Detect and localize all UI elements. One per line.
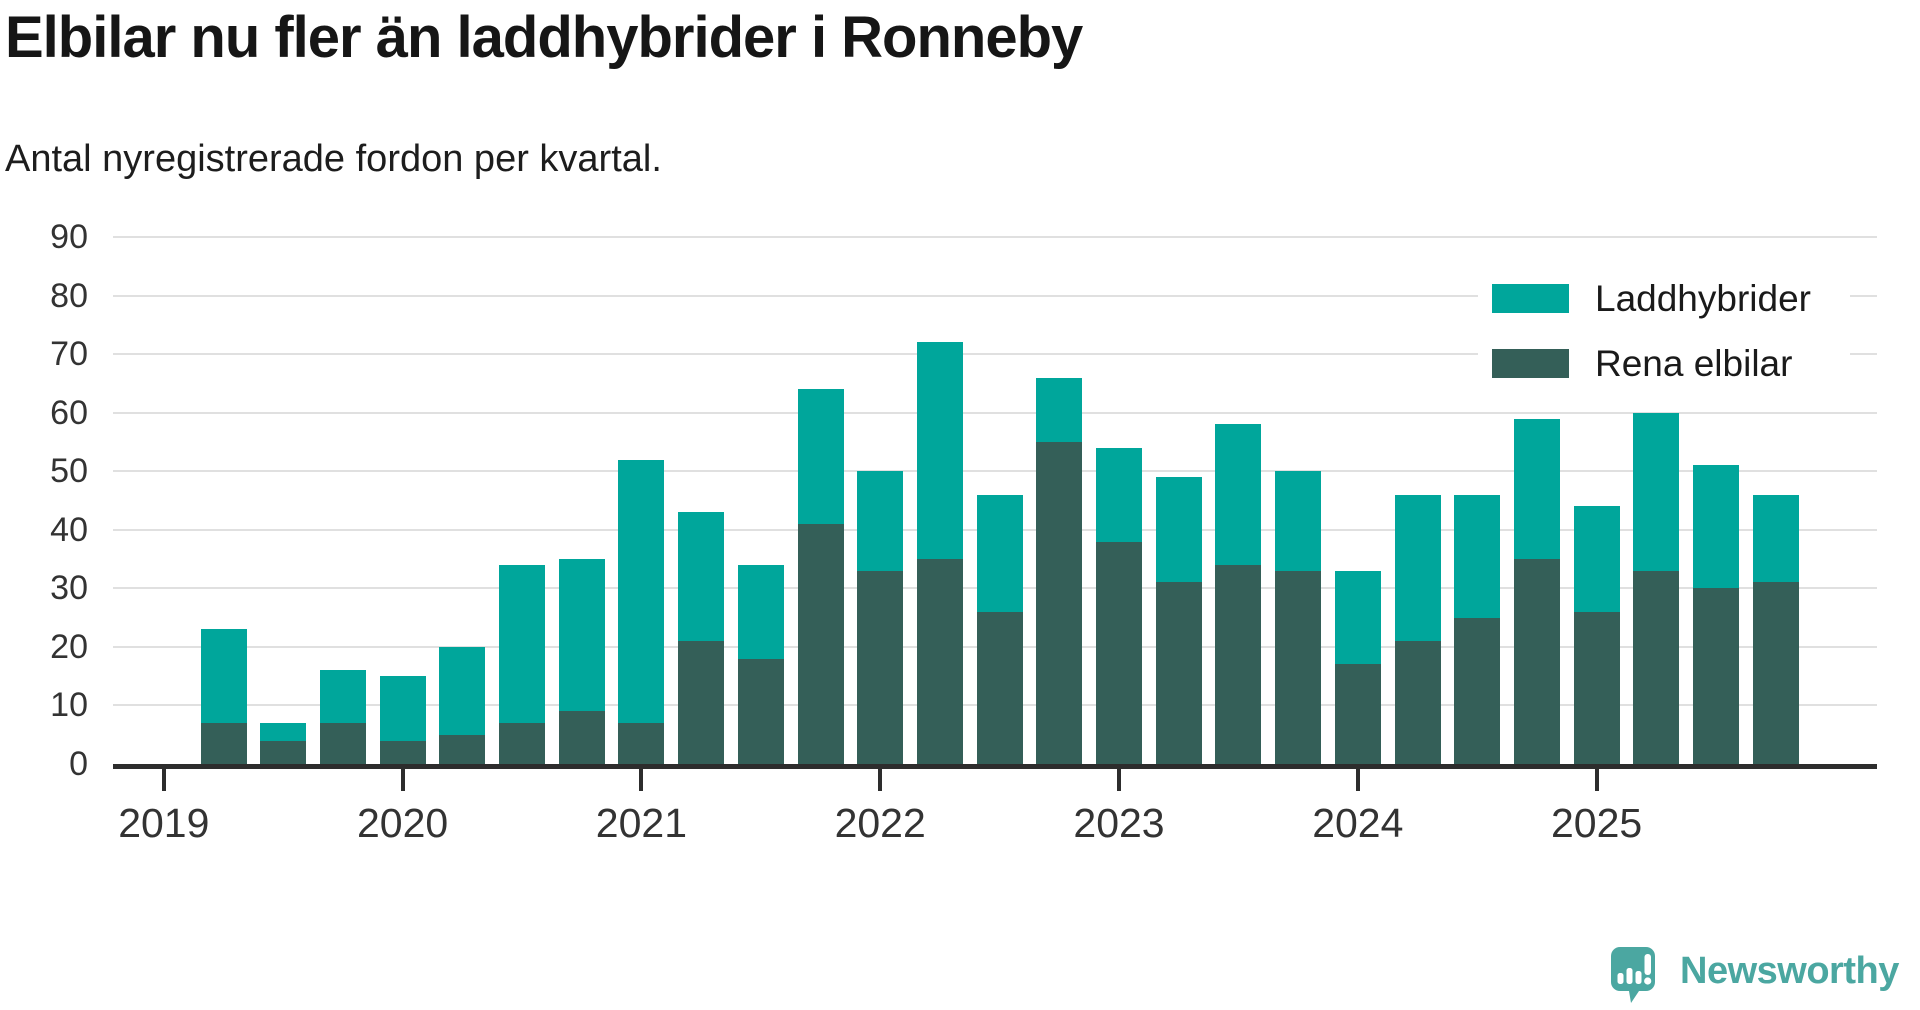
x-axis-tick-2021 [639, 769, 644, 791]
gridline-y-50 [113, 470, 1877, 473]
gridline-y-60 [113, 411, 1877, 414]
bar-segment-laddhybrider-2020-Q4 [558, 559, 605, 712]
gridline-y-70 [113, 353, 1877, 356]
y-axis: 0 10 20 30 40 50 60 70 80 90 [0, 0, 88, 1010]
bar-segment-rena-elbilar-2021-Q4 [797, 523, 844, 764]
bar-segment-rena-elbilar-2025-Q1 [1573, 611, 1620, 764]
x-axis-year-label: 2022 [834, 800, 926, 846]
y-axis-tick-label: 90 [50, 218, 88, 256]
bar-segment-rena-elbilar-2021-Q3 [737, 658, 784, 764]
bar-segment-laddhybrider-2019-Q4 [319, 670, 366, 724]
chart-title: Elbilar nu fler än laddhybrider i Ronneb… [5, 5, 1083, 70]
bar-segment-laddhybrider-2023-Q4 [1275, 471, 1322, 571]
legend-swatch-rena-elbilar [1492, 349, 1569, 378]
bar-segment-laddhybrider-2020-Q3 [499, 564, 545, 724]
bar-segment-rena-elbilar-2023-Q1 [1096, 541, 1142, 764]
y-axis-tick-label: 70 [50, 335, 88, 374]
bar-segment-rena-elbilar-2022-Q1 [857, 570, 904, 764]
bar-segment-rena-elbilar-2024-Q3 [1454, 617, 1501, 764]
x-axis-year-label: 2021 [595, 800, 687, 846]
bar-segment-rena-elbilar-2025-Q4 [1752, 582, 1799, 764]
x-axis-year-label: 2020 [356, 800, 449, 846]
plot-area [113, 236, 1877, 764]
x-axis-tick-2019 [161, 769, 166, 791]
x-axis-tick-2022 [878, 769, 883, 791]
legend: Laddhybrider Rena elbilar [1478, 266, 1850, 396]
bar-segment-laddhybrider-2021-Q1 [618, 459, 665, 724]
bar-segment-rena-elbilar-2022-Q2 [916, 559, 963, 764]
newsworthy-wordmark: Newsworthy [1680, 950, 1899, 992]
gridline-y-80 [113, 294, 1877, 297]
x-axis-tick-2024 [1355, 769, 1360, 791]
bar-segment-laddhybrider-2024-Q1 [1334, 570, 1381, 665]
bar-segment-rena-elbilar-2021-Q1 [618, 723, 665, 764]
legend-label-laddhybrider: Laddhybrider [1595, 278, 1811, 319]
bar-segment-laddhybrider-2025-Q4 [1752, 494, 1799, 583]
bar-segment-rena-elbilar-2022-Q3 [976, 611, 1023, 764]
bar-segment-laddhybrider-2023-Q1 [1096, 447, 1142, 542]
y-axis-tick-label: 0 [69, 745, 88, 783]
bar-segment-laddhybrider-2022-Q3 [976, 494, 1023, 612]
bar-segment-rena-elbilar-2020-Q3 [499, 723, 545, 764]
bar-segment-rena-elbilar-2019-Q4 [319, 723, 366, 764]
bar-segment-rena-elbilar-2023-Q2 [1155, 582, 1202, 764]
bar-segment-rena-elbilar-2024-Q2 [1394, 641, 1441, 764]
legend-item-rena-elbilar: Rena elbilar [1492, 345, 1850, 382]
x-axis-line [113, 764, 1877, 769]
bar-segment-rena-elbilar-2020-Q4 [558, 711, 605, 764]
bar-segment-laddhybrider-2023-Q2 [1155, 477, 1202, 583]
gridline-y-90 [113, 236, 1877, 238]
bar-segment-laddhybrider-2020-Q2 [439, 646, 486, 735]
bar-segment-laddhybrider-2021-Q4 [797, 389, 844, 524]
y-axis-tick-label: 40 [50, 510, 88, 549]
bar-segment-rena-elbilar-2019-Q3 [260, 740, 307, 764]
chart-subtitle: Antal nyregistrerade fordon per kvartal. [5, 138, 662, 180]
bar-segment-laddhybrider-2021-Q2 [678, 512, 725, 642]
bar-segment-rena-elbilar-2023-Q3 [1215, 564, 1262, 764]
y-axis-tick-label: 50 [50, 452, 88, 491]
y-axis-tick-label: 20 [50, 627, 88, 666]
bar-segment-rena-elbilar-2024-Q1 [1334, 664, 1381, 764]
bar-segment-laddhybrider-2025-Q1 [1573, 506, 1620, 612]
newsworthy-speech-bubble-chart-icon [1611, 947, 1655, 1003]
y-axis-tick-label: 80 [50, 276, 88, 315]
y-axis-tick-label: 30 [50, 569, 88, 608]
y-axis-tick-label: 60 [50, 393, 88, 432]
legend-item-laddhybrider: Laddhybrider [1492, 280, 1850, 317]
x-axis-year-label: 2025 [1550, 800, 1643, 846]
bar-segment-laddhybrider-2025-Q3 [1693, 465, 1739, 589]
bar-segment-rena-elbilar-2023-Q4 [1275, 570, 1322, 764]
x-axis-tick-2023 [1117, 769, 1121, 791]
legend-label-rena-elbilar: Rena elbilar [1595, 343, 1793, 384]
x-axis-year-label: 2024 [1312, 800, 1404, 846]
x-axis-year-label: 2023 [1073, 800, 1165, 846]
bar-segment-laddhybrider-2024-Q2 [1394, 494, 1441, 642]
bar-segment-laddhybrider-2022-Q2 [916, 342, 963, 560]
bar-segment-laddhybrider-2023-Q3 [1215, 424, 1262, 565]
bar-segment-rena-elbilar-2024-Q4 [1513, 559, 1560, 764]
newsworthy-logo: Newsworthy [1610, 946, 1899, 1004]
legend-swatch-laddhybrider [1492, 284, 1569, 313]
bar-segment-rena-elbilar-2019-Q2 [200, 723, 247, 764]
y-axis-tick-label: 10 [50, 686, 88, 725]
bar-segment-rena-elbilar-2020-Q1 [379, 740, 426, 764]
bar-segment-laddhybrider-2019-Q2 [200, 629, 247, 724]
bar-segment-rena-elbilar-2025-Q2 [1633, 570, 1680, 764]
bar-segment-rena-elbilar-2025-Q3 [1693, 588, 1739, 764]
bar-segment-laddhybrider-2019-Q3 [260, 723, 307, 741]
bar-segment-rena-elbilar-2021-Q2 [678, 641, 725, 764]
bar-segment-laddhybrider-2021-Q3 [737, 564, 784, 659]
bar-segment-laddhybrider-2020-Q1 [379, 676, 426, 741]
bar-segment-laddhybrider-2022-Q1 [857, 471, 904, 571]
bar-segment-laddhybrider-2022-Q4 [1036, 377, 1083, 442]
bar-segment-rena-elbilar-2022-Q4 [1036, 441, 1083, 764]
x-axis-tick-2025 [1594, 769, 1599, 791]
x-axis-tick-2020 [400, 769, 405, 791]
x-axis-year-label: 2019 [118, 800, 210, 846]
bar-segment-laddhybrider-2024-Q4 [1513, 418, 1560, 560]
bar-segment-laddhybrider-2025-Q2 [1633, 412, 1680, 571]
bar-segment-laddhybrider-2024-Q3 [1454, 494, 1501, 618]
bar-segment-rena-elbilar-2020-Q2 [439, 734, 486, 764]
